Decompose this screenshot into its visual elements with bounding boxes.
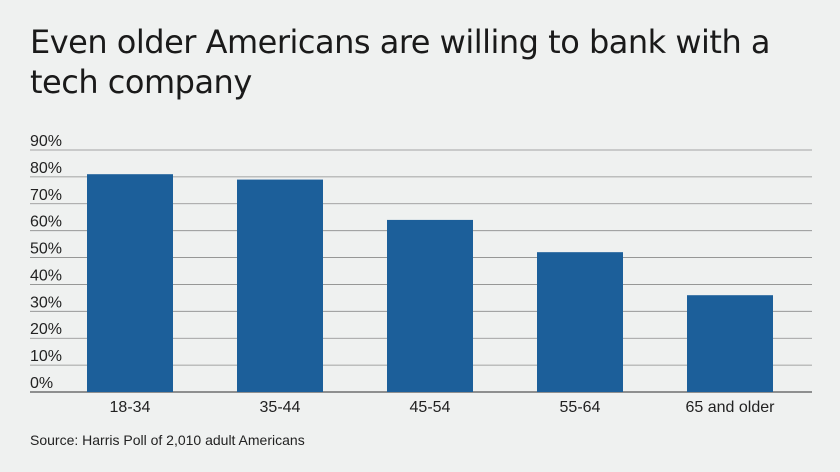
bar: [87, 174, 173, 392]
y-tick-label: 60%: [30, 214, 62, 231]
x-tick-label: 45-54: [410, 399, 451, 416]
x-tick-label: 65 and older: [686, 399, 776, 416]
bar: [237, 179, 323, 392]
y-tick-label: 30%: [30, 294, 62, 311]
x-tick-label: 18-34: [110, 399, 151, 416]
x-tick-label: 35-44: [260, 399, 301, 416]
y-tick-label: 10%: [30, 348, 62, 365]
source-note: Source: Harris Poll of 2,010 adult Ameri…: [30, 432, 305, 448]
y-axis: 0% 10% 20% 30% 40% 50% 60% 70% 80% 90%: [30, 133, 62, 392]
y-tick-label: 80%: [30, 160, 62, 177]
bars: [87, 174, 773, 392]
bar: [687, 295, 773, 392]
y-tick-label: 0%: [30, 375, 53, 392]
bar: [387, 219, 473, 392]
x-axis: 18-34 35-44 45-54 55-64 65 and older: [110, 399, 776, 416]
y-tick-label: 40%: [30, 267, 62, 284]
y-tick-label: 70%: [30, 187, 62, 204]
y-tick-label: 20%: [30, 321, 62, 338]
chart-title: Even older Americans are willing to bank…: [30, 23, 771, 101]
y-tick-label: 90%: [30, 133, 62, 150]
bar: [537, 252, 623, 392]
y-tick-label: 50%: [30, 241, 62, 258]
x-tick-label: 55-64: [560, 399, 601, 416]
